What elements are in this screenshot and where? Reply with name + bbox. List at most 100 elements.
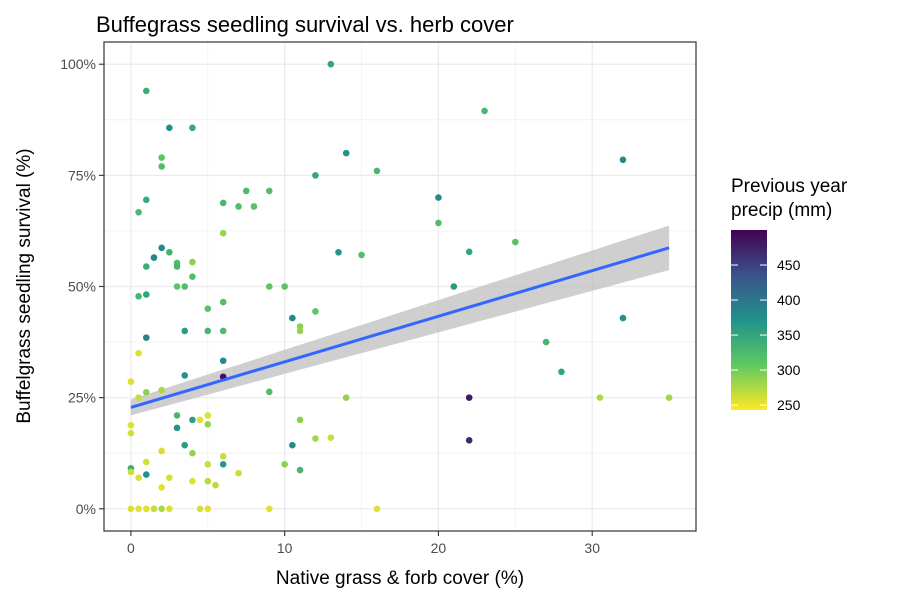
- data-point: [296, 416, 304, 424]
- data-point: [281, 283, 288, 290]
- data-point: [142, 505, 150, 513]
- data-point: [127, 378, 135, 385]
- chart-title: Buffegrass seedling survival vs. herb co…: [96, 12, 514, 37]
- data-point: [219, 229, 227, 237]
- data-point: [219, 327, 227, 335]
- data-point: [665, 394, 673, 401]
- data-point: [166, 124, 173, 132]
- data-point: [312, 308, 319, 315]
- data-point: [181, 372, 189, 379]
- data-point: [596, 394, 604, 401]
- data-point: [204, 477, 212, 485]
- data-point: [127, 468, 135, 476]
- data-point: [142, 87, 150, 95]
- legend-title-line-2: precip (mm): [731, 200, 832, 221]
- points-layer: [127, 60, 673, 513]
- y-tick-label: 0%: [76, 501, 96, 517]
- x-axis-ticks: 0 10 20 30: [127, 531, 600, 556]
- data-point: [235, 203, 242, 210]
- data-point: [158, 484, 165, 491]
- data-point: [166, 248, 173, 256]
- legend-tick-label: 450: [777, 257, 801, 273]
- data-point: [342, 394, 350, 401]
- data-point: [189, 477, 196, 485]
- y-tick-label: 25%: [68, 390, 96, 406]
- data-point: [173, 263, 181, 270]
- data-point: [189, 416, 196, 424]
- data-point: [142, 471, 150, 478]
- data-point: [465, 248, 473, 256]
- legend: Previous year precip (mm) 250 300 350 400 45…: [731, 176, 848, 413]
- data-point: [296, 466, 304, 474]
- data-point: [142, 291, 150, 298]
- data-point: [312, 172, 319, 179]
- data-point: [158, 505, 165, 513]
- data-point: [158, 244, 165, 252]
- data-point: [142, 196, 150, 204]
- data-point: [173, 412, 181, 419]
- data-point: [150, 505, 158, 513]
- data-point: [142, 263, 150, 270]
- data-point: [173, 424, 181, 432]
- data-point: [435, 194, 442, 201]
- data-point: [135, 474, 142, 481]
- data-point: [127, 429, 135, 437]
- data-point: [196, 505, 204, 513]
- data-point: [181, 327, 189, 335]
- legend-title-line-1: Previous year: [731, 176, 848, 197]
- data-point: [135, 208, 142, 216]
- data-point: [373, 505, 381, 513]
- data-point: [135, 292, 142, 300]
- data-point: [512, 238, 519, 246]
- data-point: [142, 389, 150, 396]
- x-tick-label: 20: [431, 540, 447, 556]
- data-point: [327, 434, 335, 441]
- data-point: [135, 349, 142, 357]
- data-point: [142, 458, 150, 466]
- data-point: [158, 447, 165, 455]
- data-point: [265, 505, 273, 513]
- legend-tick-label: 350: [777, 327, 801, 343]
- data-point: [150, 254, 158, 261]
- data-point: [158, 386, 165, 394]
- y-tick-label: 50%: [68, 279, 96, 295]
- data-point: [135, 505, 142, 513]
- legend-tick-label: 250: [777, 397, 801, 413]
- data-point: [289, 314, 296, 322]
- data-point: [173, 283, 181, 290]
- data-point: [204, 461, 212, 468]
- data-point: [358, 251, 365, 259]
- data-point: [235, 469, 242, 477]
- data-point: [127, 505, 135, 513]
- data-point: [204, 412, 212, 419]
- data-point: [242, 187, 250, 195]
- data-point: [135, 394, 142, 401]
- data-point: [465, 394, 473, 401]
- data-point: [465, 437, 473, 444]
- legend-colorbar: [731, 230, 767, 410]
- data-point: [435, 219, 442, 227]
- legend-tick-label: 300: [777, 362, 801, 378]
- y-tick-label: 75%: [68, 167, 96, 183]
- data-point: [281, 461, 288, 468]
- data-point: [219, 298, 227, 306]
- data-point: [619, 314, 627, 322]
- data-point: [166, 505, 173, 513]
- legend-ticks: 250 300 350 400 450: [731, 257, 801, 413]
- data-point: [158, 154, 165, 161]
- x-tick-label: 0: [127, 540, 135, 556]
- data-point: [619, 156, 627, 164]
- data-point: [265, 187, 273, 195]
- data-point: [219, 199, 227, 207]
- data-point: [189, 273, 196, 281]
- data-point: [342, 149, 350, 157]
- data-point: [212, 481, 219, 489]
- data-point: [181, 283, 189, 290]
- y-axis-ticks: 0% 25% 50% 75% 100%: [60, 56, 104, 517]
- data-point: [373, 167, 381, 175]
- data-point: [296, 327, 304, 335]
- data-point: [335, 248, 342, 256]
- data-point: [219, 453, 227, 460]
- data-point: [219, 461, 227, 468]
